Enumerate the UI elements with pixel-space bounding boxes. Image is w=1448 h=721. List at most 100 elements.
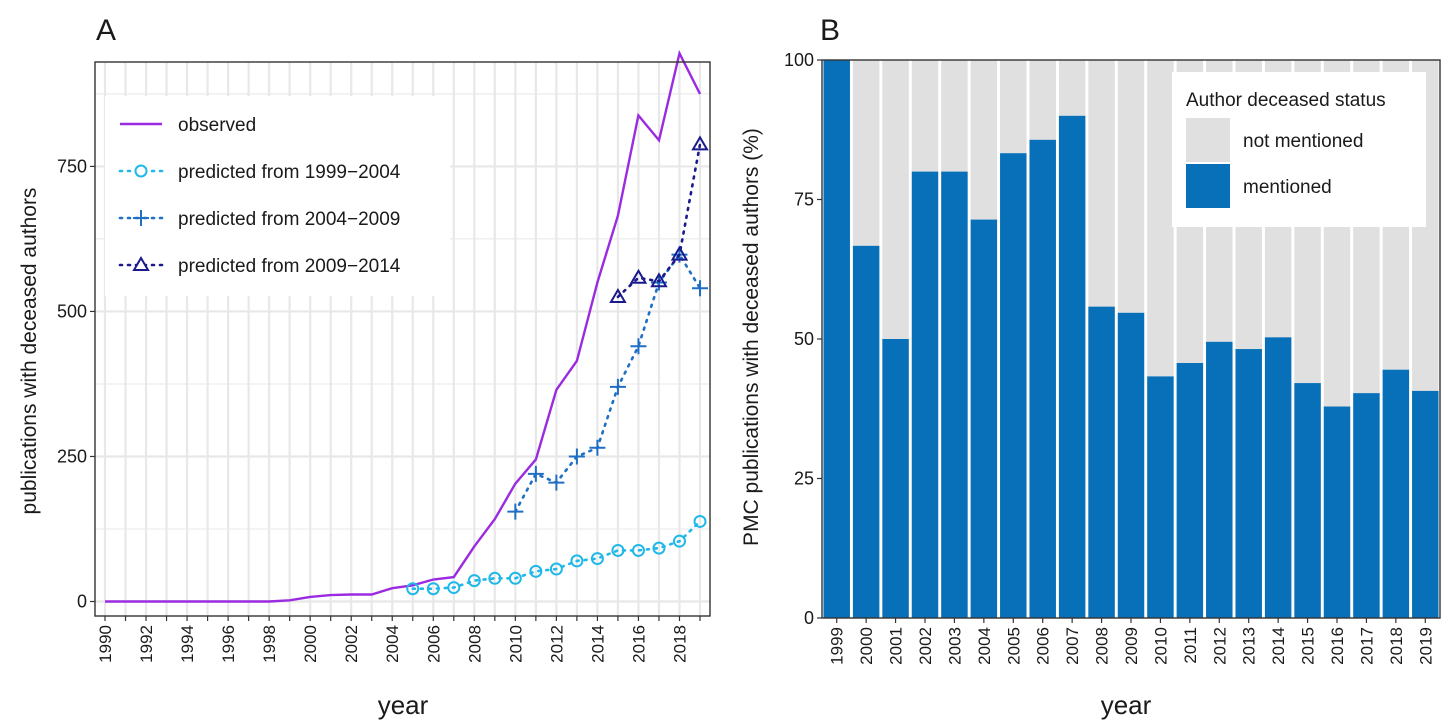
panel-b-y-axis-title: PMC publications with deceased authors (… xyxy=(740,128,763,546)
x-tick-label: 1992 xyxy=(137,625,156,663)
panel-a-frame xyxy=(94,61,711,617)
bar-mentioned xyxy=(1000,153,1027,618)
panel-a-label: A xyxy=(96,14,116,47)
x-tick-label: 2004 xyxy=(383,625,402,663)
x-tick-label: 2005 xyxy=(1004,627,1023,665)
data-point-circle xyxy=(447,581,461,595)
bar-mentioned xyxy=(1294,383,1321,618)
data-point-circle xyxy=(508,571,522,585)
panel-a: A 0 250 500 750 1990 1992 1994 1996 1998 2000 200… xyxy=(18,14,711,720)
y-tick-label: 0 xyxy=(77,591,87,611)
bar-mentioned xyxy=(852,245,880,618)
bar-not-mentioned xyxy=(1029,60,1056,140)
bar-mentioned xyxy=(970,219,998,618)
bar-mentioned xyxy=(1323,406,1351,618)
legend-label: predicted from 2004−2009 xyxy=(178,209,400,230)
legend-key-circle xyxy=(134,164,148,178)
y-tick-label: 250 xyxy=(57,446,87,466)
bar-mentioned xyxy=(1088,306,1115,618)
x-tick-label: 2000 xyxy=(857,627,876,665)
x-tick-label: 2018 xyxy=(1387,627,1406,665)
x-tick-label: 2002 xyxy=(342,625,361,663)
x-tick-label: 1990 xyxy=(96,625,115,663)
data-point-triangle xyxy=(650,272,668,288)
data-point-circle xyxy=(467,574,481,588)
data-point-plus xyxy=(692,280,708,297)
bar-mentioned xyxy=(1264,337,1292,618)
y-tick-label: 50 xyxy=(794,329,814,349)
x-tick-label: 2004 xyxy=(975,627,994,665)
y-tick-label: 0 xyxy=(804,608,814,628)
data-point-plus xyxy=(630,338,647,355)
bar-mentioned xyxy=(1176,362,1204,618)
x-tick-label: 2019 xyxy=(1416,627,1435,665)
data-point-circle xyxy=(652,541,666,555)
x-tick-label: 2013 xyxy=(1240,627,1259,665)
data-point-circle xyxy=(406,582,420,596)
x-tick-label: 1994 xyxy=(178,625,197,663)
bar-mentioned xyxy=(1206,341,1233,618)
data-point-plus xyxy=(527,465,544,482)
bar-mentioned xyxy=(1235,349,1262,618)
x-tick-label: 2012 xyxy=(1210,627,1229,665)
bar-not-mentioned xyxy=(1058,60,1086,116)
y-tick-label: 500 xyxy=(57,301,87,321)
panel-a-y-ticks: 0 250 500 750 xyxy=(57,156,95,611)
bar-not-mentioned xyxy=(911,60,939,172)
x-tick-label: 2011 xyxy=(1181,627,1200,664)
bar-not-mentioned xyxy=(1000,60,1027,154)
data-point-circle xyxy=(672,534,686,548)
series-line xyxy=(411,520,702,591)
x-tick-label: 1998 xyxy=(260,625,279,663)
series-line xyxy=(616,143,702,299)
data-point-triangle xyxy=(670,245,689,261)
data-point-triangle xyxy=(691,135,709,151)
x-tick-label: 2012 xyxy=(547,625,566,663)
legend-label: observed xyxy=(178,115,256,136)
panel-b-label: B xyxy=(820,14,840,47)
x-tick-label: 2003 xyxy=(945,627,964,665)
panel-a-y-axis-title: publications with deceased authors xyxy=(18,188,41,515)
panel-b-legend: Author deceased status not mentioned menti… xyxy=(1172,72,1426,227)
x-tick-label: 2001 xyxy=(887,627,906,665)
panel-b-y-ticks: 0 25 50 75 100 xyxy=(784,50,822,628)
x-tick-label: 2010 xyxy=(1151,627,1170,665)
bar-mentioned xyxy=(1382,369,1410,618)
x-tick-label: 1999 xyxy=(828,627,847,665)
panel-a-x-axis-title: year xyxy=(378,690,429,720)
x-tick-label: 2008 xyxy=(1093,627,1112,665)
x-tick-label: 2006 xyxy=(1034,627,1053,665)
bar-not-mentioned xyxy=(1088,60,1115,307)
data-point-plus xyxy=(568,448,585,465)
bar-mentioned xyxy=(882,339,909,618)
data-point-circle xyxy=(426,582,440,596)
data-point-circle xyxy=(631,543,645,557)
bar-mentioned xyxy=(1353,393,1380,618)
data-point-circle xyxy=(488,571,502,585)
bar-mentioned xyxy=(1029,139,1056,618)
x-tick-label: 2007 xyxy=(1063,627,1082,665)
bar-not-mentioned xyxy=(882,60,909,339)
data-point-plus xyxy=(548,474,565,491)
x-tick-label: 2002 xyxy=(916,627,935,665)
panel-a-x-ticks: 1990 1992 1994 1996 1998 2000 2002 2004 2006 2008… xyxy=(96,616,701,663)
data-point-circle xyxy=(549,562,563,576)
data-point-triangle xyxy=(629,268,648,284)
x-tick-label: 2010 xyxy=(506,625,525,663)
y-tick-label: 25 xyxy=(794,469,814,489)
data-point-circle xyxy=(590,552,604,566)
y-tick-label: 75 xyxy=(794,190,814,210)
x-tick-label: 2018 xyxy=(670,625,689,663)
bar-not-mentioned xyxy=(941,60,968,172)
bar-not-mentioned xyxy=(1117,60,1145,313)
legend-background xyxy=(105,96,450,296)
legend-label: predicted from 2009−2014 xyxy=(178,256,401,277)
bar-mentioned xyxy=(1058,115,1086,619)
legend-label: not mentioned xyxy=(1243,131,1363,152)
data-point-circle xyxy=(529,564,543,578)
panel-b-x-ticks: 1999 2000 2001 2002 2003 2004 2005 2006 2007 2008… xyxy=(828,618,1435,665)
bar-mentioned xyxy=(1117,312,1145,618)
bar-not-mentioned xyxy=(970,60,998,220)
legend-label: predicted from 1999−2004 xyxy=(178,162,401,183)
